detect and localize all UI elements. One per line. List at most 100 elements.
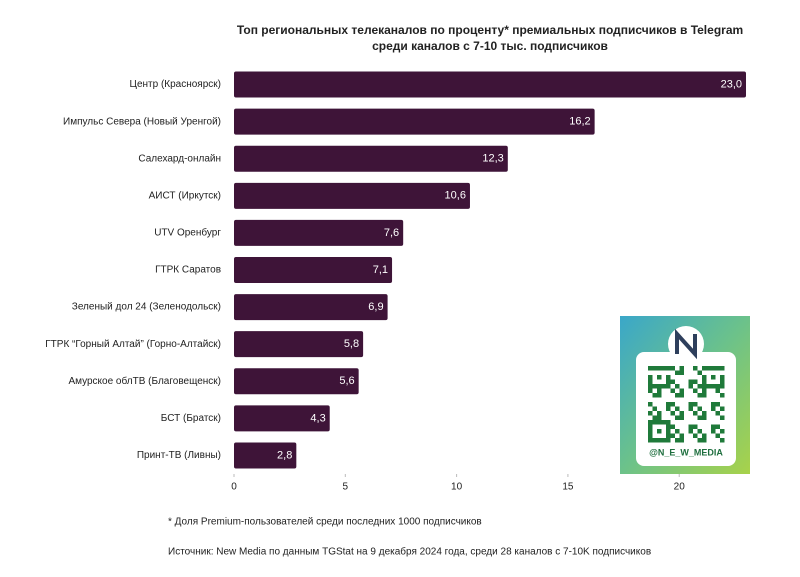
qr-cell [720,415,725,420]
qr-cell [648,366,653,371]
qr-cell [706,366,711,371]
qr-cell [679,433,684,438]
qr-cell [720,375,725,380]
qr-cell [697,438,702,443]
bar [234,294,388,321]
qr-cell [661,420,666,425]
qr-cell [697,384,702,389]
qr-cell [670,411,675,416]
qr-cell [666,402,671,407]
qr-cell [679,370,684,375]
qr-cell [720,429,725,434]
qr-cell [688,406,693,411]
qr-cell [715,388,720,393]
qr-cell [720,366,725,371]
qr-cell [648,384,653,389]
qr-cell [657,420,662,425]
value-label: 4,3 [310,412,325,424]
qr-cell [666,375,671,380]
qr-cell [711,366,716,371]
qr-cell [657,388,662,393]
bar [234,108,595,135]
value-label: 23,0 [721,78,742,90]
qr-cell [648,433,653,438]
qr-cell [666,438,671,443]
qr-cell [715,424,720,429]
y-tick-label: UTV Оренбург [154,227,221,239]
qr-cell [666,433,671,438]
qr-cell [648,424,653,429]
bar [234,405,330,432]
qr-cell [648,438,653,443]
qr-cell [693,388,698,393]
qr-cell [697,370,702,375]
qr-cell [657,429,662,434]
qr-cell [661,384,666,389]
qr-cell [715,402,720,407]
qr-cell [652,384,657,389]
qr-cell [675,415,680,420]
x-tick-label: 10 [451,482,463,493]
qr-cell [657,366,662,371]
qr-cell [679,415,684,420]
value-label: 16,2 [569,116,590,128]
qr-cell [679,393,684,398]
qr-cell [648,379,653,384]
qr-cell [675,384,680,389]
y-tick-label: Салехард-онлайн [138,153,221,164]
qr-cell [711,375,716,380]
qr-cell [715,411,720,416]
footnote: * Доля Premium-пользователей среди после… [168,517,482,528]
qr-cell [715,366,720,371]
qr-cell [679,388,684,393]
qr-cell [652,406,657,411]
qr-cell [657,415,662,420]
qr-cell [679,438,684,443]
qr-cell [657,411,662,416]
value-label: 12,3 [482,153,503,165]
qr-cell [670,402,675,407]
qr-badge: @N_E_W_MEDIA [620,316,750,474]
source: Источник: New Media по данным TGStat на … [168,546,651,558]
qr-cell [688,424,693,429]
bar [234,182,470,209]
value-label: 7,1 [373,264,388,276]
qr-cell [693,379,698,384]
qr-cell [648,411,653,416]
qr-cell [693,433,698,438]
qr-cell [666,384,671,389]
qr-cell [657,384,662,389]
value-label: 6,9 [368,301,383,313]
bar [234,368,359,395]
qr-cell [702,411,707,416]
qr-cell [688,379,693,384]
qr-cell [688,384,693,389]
qr-cell [720,406,725,411]
qr-cell [697,393,702,398]
qr-cell [652,366,657,371]
qr-cell [697,429,702,434]
qr-cell [648,388,653,393]
qr-cell [661,366,666,371]
qr-cell [675,406,680,411]
qr-cell [666,366,671,371]
qr-cell [693,424,698,429]
qr-cell [670,433,675,438]
qr-cell [666,406,671,411]
y-tick-label: БСТ (Братск) [161,413,221,424]
qr-cell [715,384,720,389]
qr-cell [693,402,698,407]
qr-cell [666,429,671,434]
y-tick-label: АИСТ (Иркутск) [149,190,221,201]
qr-cell [661,438,666,443]
chart-title: Топ региональных телеканалов по проценту… [237,23,743,37]
x-tick-label: 20 [674,482,686,493]
qr-cell [715,433,720,438]
chart-subtitle: среди каналов с 7-10 тыс. подписчиков [372,39,608,53]
qr-cell [702,366,707,371]
qr-cell [688,429,693,434]
qr-cell [702,384,707,389]
qr-cell [657,375,662,380]
qr-cell [679,366,684,371]
bar [234,145,508,172]
